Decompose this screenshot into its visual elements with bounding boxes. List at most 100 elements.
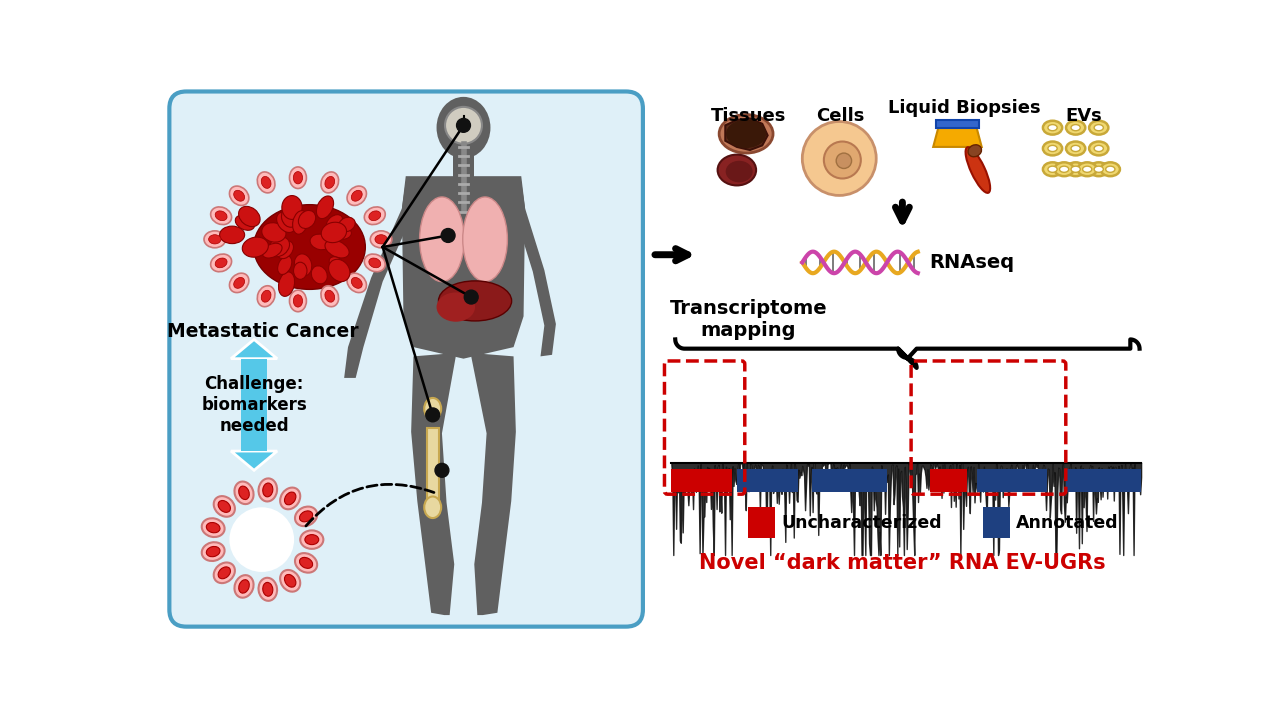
Polygon shape	[933, 124, 982, 147]
Bar	[1066, 469, 1140, 492]
Ellipse shape	[1078, 162, 1097, 176]
Text: Challenge:
biomarkers
needed: Challenge: biomarkers needed	[201, 375, 307, 434]
Ellipse shape	[1089, 141, 1108, 156]
Ellipse shape	[206, 547, 220, 557]
Circle shape	[824, 141, 861, 178]
Ellipse shape	[242, 237, 269, 257]
Ellipse shape	[262, 582, 273, 597]
Ellipse shape	[1071, 145, 1080, 151]
Bar	[749, 507, 776, 538]
Ellipse shape	[332, 227, 352, 240]
Ellipse shape	[719, 114, 773, 153]
Ellipse shape	[310, 234, 330, 250]
Bar	[672, 469, 732, 492]
Ellipse shape	[325, 176, 334, 188]
Bar	[929, 469, 968, 492]
Ellipse shape	[215, 258, 227, 268]
Ellipse shape	[316, 196, 334, 218]
Ellipse shape	[234, 277, 244, 289]
Ellipse shape	[298, 210, 316, 228]
Ellipse shape	[259, 479, 276, 501]
Ellipse shape	[463, 197, 507, 282]
Ellipse shape	[261, 176, 271, 188]
Ellipse shape	[284, 492, 296, 505]
Ellipse shape	[329, 257, 346, 272]
Bar	[426, 428, 439, 505]
Ellipse shape	[1089, 121, 1108, 134]
Ellipse shape	[262, 243, 282, 258]
Circle shape	[229, 507, 294, 572]
Ellipse shape	[369, 258, 380, 268]
Polygon shape	[411, 353, 456, 615]
Ellipse shape	[238, 206, 260, 227]
Ellipse shape	[234, 191, 244, 201]
Text: Transcriptome
mapping: Transcriptome mapping	[669, 299, 827, 341]
Ellipse shape	[436, 292, 475, 321]
Ellipse shape	[289, 167, 306, 188]
Ellipse shape	[339, 218, 355, 232]
Ellipse shape	[1060, 166, 1069, 172]
Ellipse shape	[365, 207, 385, 225]
Ellipse shape	[369, 211, 380, 220]
FancyArrow shape	[230, 339, 278, 358]
Bar	[936, 120, 979, 128]
Text: Cells: Cells	[817, 107, 865, 125]
Ellipse shape	[370, 231, 392, 248]
Bar	[242, 358, 266, 451]
Ellipse shape	[351, 191, 362, 201]
Ellipse shape	[300, 557, 312, 568]
Ellipse shape	[325, 240, 349, 258]
Ellipse shape	[1089, 162, 1108, 176]
Text: Novel “dark matter” RNA EV-UGRs: Novel “dark matter” RNA EV-UGRs	[699, 553, 1106, 574]
Bar	[453, 154, 475, 178]
Ellipse shape	[300, 511, 312, 522]
Ellipse shape	[229, 186, 248, 205]
Ellipse shape	[424, 496, 442, 518]
Text: Uncharacterized: Uncharacterized	[782, 513, 942, 532]
Circle shape	[457, 119, 471, 132]
Ellipse shape	[257, 286, 275, 306]
Ellipse shape	[424, 398, 442, 419]
Ellipse shape	[1071, 166, 1080, 172]
Ellipse shape	[1094, 124, 1103, 131]
Ellipse shape	[259, 578, 276, 601]
Bar	[983, 507, 1010, 538]
Ellipse shape	[218, 501, 230, 513]
Circle shape	[435, 464, 449, 477]
FancyBboxPatch shape	[169, 92, 643, 626]
Ellipse shape	[229, 273, 248, 292]
Ellipse shape	[305, 535, 319, 545]
Ellipse shape	[209, 235, 221, 244]
Circle shape	[836, 153, 851, 169]
Ellipse shape	[726, 161, 753, 182]
Text: Tissues: Tissues	[710, 107, 786, 125]
Ellipse shape	[293, 262, 307, 279]
Circle shape	[803, 122, 877, 196]
Ellipse shape	[204, 231, 225, 248]
Ellipse shape	[1048, 145, 1057, 151]
Ellipse shape	[1071, 124, 1080, 131]
Ellipse shape	[214, 496, 236, 517]
Ellipse shape	[968, 145, 982, 156]
Ellipse shape	[1094, 166, 1103, 172]
Ellipse shape	[215, 211, 227, 220]
Ellipse shape	[321, 286, 339, 306]
Ellipse shape	[282, 207, 298, 228]
Text: Liquid Biopsies: Liquid Biopsies	[888, 99, 1041, 117]
Ellipse shape	[1066, 121, 1085, 134]
Ellipse shape	[311, 266, 328, 284]
Circle shape	[426, 408, 439, 422]
Ellipse shape	[239, 486, 250, 500]
Bar	[737, 469, 799, 492]
Ellipse shape	[284, 574, 296, 587]
Ellipse shape	[239, 579, 250, 593]
Ellipse shape	[202, 518, 224, 537]
Ellipse shape	[289, 290, 306, 311]
Ellipse shape	[211, 254, 232, 272]
Ellipse shape	[236, 215, 255, 230]
Ellipse shape	[293, 210, 308, 234]
Ellipse shape	[234, 575, 253, 598]
Ellipse shape	[965, 147, 991, 193]
Text: Annotated: Annotated	[1016, 513, 1119, 532]
Ellipse shape	[301, 530, 324, 549]
